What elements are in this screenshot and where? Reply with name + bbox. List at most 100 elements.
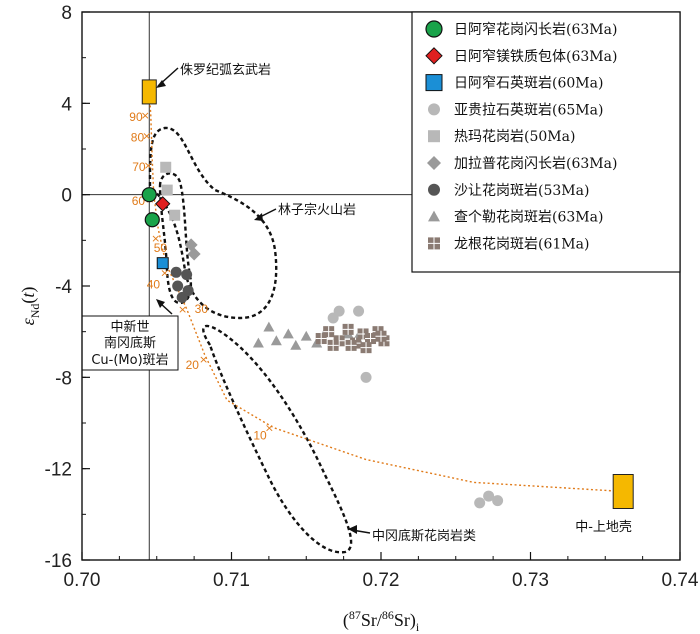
y-tick-label: 0 [61,186,72,207]
data-point [156,257,169,270]
arrow-head [254,213,263,221]
label-south-gangdese: 南冈底斯 [104,335,156,351]
data-point-cross [323,326,335,338]
y-tick-label: -8 [55,368,72,389]
y-tick-label: -4 [55,277,72,298]
data-point [172,280,184,292]
data-point-cross [375,330,387,342]
label-upper-crust: 中-上地壳 [575,520,632,535]
data-point [155,196,171,212]
legend-entry: 加拉普花岗闪长岩(63Ma) [454,156,617,172]
data-point-cross [327,339,339,351]
label-central-gangdese: 中冈底斯花岗岩类 [372,528,476,544]
data-point [252,337,264,348]
legend-marker [428,130,440,143]
x-tick-label: 0.70 [64,570,101,591]
data-point-cross [342,323,354,335]
field-outlines [148,126,353,554]
mixing-tick-marker: × [151,232,160,245]
legend-entry: 日阿窄花岗闪长岩(63Ma) [454,21,617,38]
data-point [169,209,181,221]
mixing-tick-marker: × [144,159,153,172]
label-miocene: 中新世 [110,319,149,335]
legend-entry: 日阿窄石英斑岩(60Ma) [454,75,603,92]
data-point [483,490,495,502]
x-tick-label: 0.72 [363,570,400,591]
legend-marker [427,156,441,170]
arrow-head [348,525,357,534]
data-point [160,161,172,173]
legend-marker [428,103,440,116]
end-member-arc-basalt [141,79,157,105]
mixing-percent-label: 20 [186,358,200,372]
legend: 日阿窄花岗闪长岩(63Ma) 日阿窄镁铁质包体(63Ma) 日阿窄石英斑岩(60Ma… [411,11,681,273]
y-tick-label: 8 [61,3,72,24]
mixing-tick-marker: × [141,109,150,122]
mixing-percent-label: 50 [154,241,168,255]
arrow-head [156,299,165,308]
legend-entry: 查个勒花岗斑岩(63Ma) [454,210,603,226]
mixing-percent-label: 70 [132,160,146,174]
mixing-tick-marker: × [142,129,151,142]
data-point [282,328,294,339]
data-point-cross [345,339,357,351]
mixing-tick-marker: × [265,422,274,435]
data-point [181,269,193,281]
legend-box [411,11,681,273]
mixing-percent-label: 10 [253,429,267,443]
y-axis-label: εNd(t) [18,287,42,326]
field-central-gangdese-granitoids [202,324,353,554]
data-point [161,184,173,196]
mixing-percent-label: 90 [129,110,143,124]
mixing-tick-marker: × [178,303,187,316]
data-point-cross [315,333,327,345]
data-point [187,247,201,261]
label-jurassic-arc-basalt: 侏罗纪弧玄武岩 [180,63,271,78]
data-point [263,321,275,332]
mixing-curve-line [148,91,624,493]
data-point [300,330,312,341]
legend-marker [425,74,443,92]
label-linzizong: 林子宗火山岩 [278,202,356,218]
data-point [474,497,486,509]
arrow-head [156,80,166,88]
mixing-percent-label: 60 [132,194,146,208]
x-tick-label: 0.74 [662,570,699,591]
mixing-percent-label: 80 [131,130,145,144]
y-tick-label: -12 [45,460,72,481]
data-point [270,335,282,346]
legend-entry: 龙根花岗斑岩(61Ma) [454,236,589,252]
legend-entry: 亚贵拉石英斑岩(65Ma) [454,101,603,118]
axes: 0.70 0.71 0.72 0.73 0.74840-4-8-12-16(87Sr/8… [18,3,699,634]
data-point-cross [360,342,372,354]
y-tick-label: -16 [45,551,72,572]
legend-marker [425,47,443,65]
end-member-upper-crust [612,474,634,509]
label-cu-mo-porphyry: Cu-(Mo)斑岩 [91,353,168,368]
mixing-tick-marker: × [160,266,169,279]
y-tick-label: 4 [61,94,72,115]
data-point [353,305,365,317]
legend-marker [425,20,443,38]
data-point [170,266,182,278]
legend-entry: 沙让花岗斑岩(53Ma) [454,183,589,199]
data-point [360,371,372,383]
mixing-percent-label: 30 [195,302,209,316]
data-point [333,305,345,317]
x-axis-label: (87Sr/86Sr)i [343,608,420,634]
legend-entry: 热玛花岗岩(50Ma) [454,129,575,145]
field-miocene-porphyry [158,172,193,305]
data-point [141,187,157,203]
field-linzizong-volcanics [148,126,278,320]
data-point [492,495,504,507]
mixing-percent-label: 40 [147,277,161,291]
legend-marker [428,183,440,196]
data-points [141,161,504,509]
mixing-tick-marker: × [199,353,208,366]
data-point-cross [428,237,440,250]
data-point [182,285,194,297]
data-point [290,339,302,350]
legend-entry: 日阿窄镁铁质包体(63Ma) [454,48,617,65]
legend-marker [428,210,440,222]
